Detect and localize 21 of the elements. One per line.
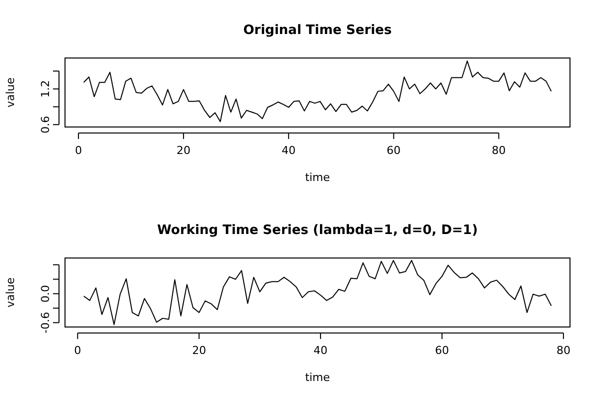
x-tick-label: 0: [74, 144, 82, 158]
x-tick-label: 40: [282, 144, 296, 158]
x-tick-label: 0: [74, 344, 82, 358]
x-tick-label: 20: [192, 344, 206, 358]
x-tick-label: 60: [386, 144, 401, 158]
y-tick-label: 0.0: [39, 284, 52, 302]
y-tick-label: 0.6: [39, 116, 52, 134]
x-axis-title: time: [305, 371, 330, 384]
x-tick-label: 60: [434, 344, 449, 358]
y-tick-label: -0.6: [39, 312, 52, 334]
x-tick-label: 20: [176, 144, 191, 158]
line-series: [83, 60, 552, 122]
chart-title: Working Time Series (lambda=1, d=0, D=1): [157, 223, 478, 238]
x-axis-title: time: [305, 171, 330, 184]
chart-title: Original Time Series: [243, 23, 392, 38]
y-tick-label: 1.2: [39, 80, 52, 98]
x-tick-label: 80: [556, 344, 570, 358]
y-axis-title: value: [4, 77, 17, 108]
x-tick-label: 40: [314, 344, 328, 358]
x-tick-label: 80: [492, 144, 506, 158]
y-axis-title: value: [4, 277, 17, 308]
